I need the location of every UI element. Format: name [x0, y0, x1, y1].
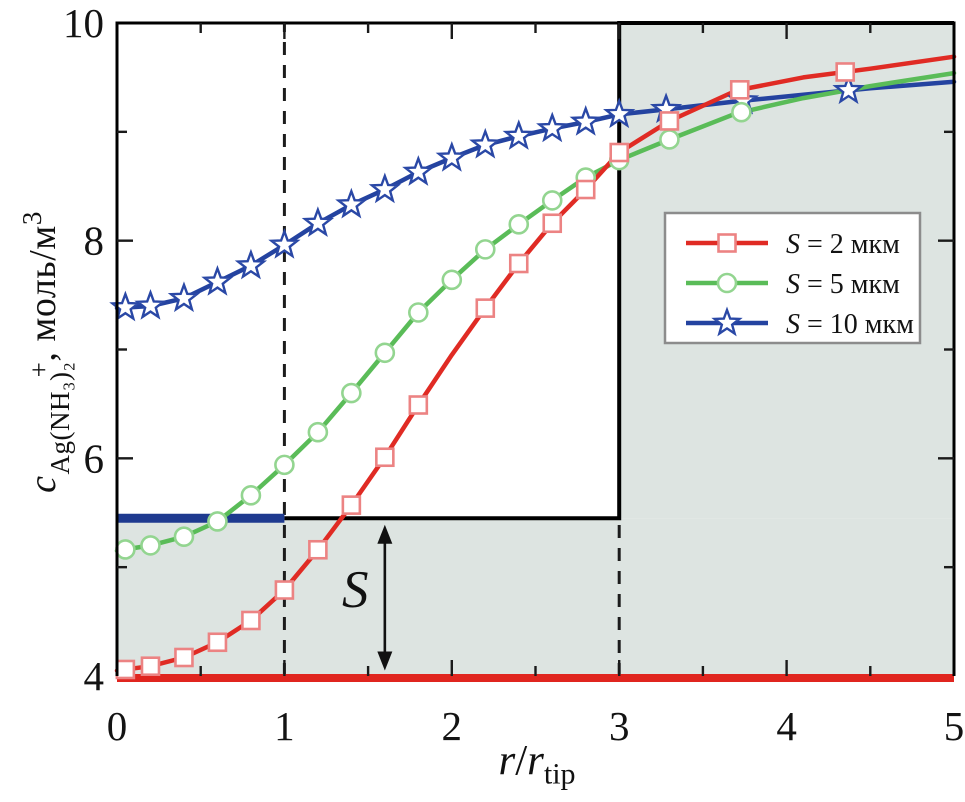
circle-marker: [173, 526, 195, 547]
legend-item-label: S = 5 мкм: [786, 269, 900, 300]
x-label-denominator: r: [527, 737, 544, 785]
s-distance-arrow: [377, 524, 393, 671]
circle-marker: [341, 382, 362, 404]
legend-star-marker: [711, 306, 743, 337]
circle-marker: [541, 190, 563, 211]
star-marker: [368, 172, 401, 204]
star-marker: [301, 206, 335, 237]
y-label-units-exponent: 3: [16, 211, 47, 226]
tick-labels: 0 1 2 3 4 5 4 6 8 10: [63, 0, 964, 749]
square-marker: [341, 495, 362, 515]
star-marker: [167, 281, 201, 313]
circle-marker: [207, 511, 228, 532]
circle-marker: [240, 485, 262, 506]
x-tick-label: 3: [609, 703, 630, 749]
star-marker: [603, 97, 636, 129]
legend-item-label: S = 2 мкм: [786, 229, 900, 260]
y-tick-label: 8: [84, 218, 105, 264]
circle-marker: [140, 535, 161, 556]
x-axis-label: r/rtip: [498, 737, 575, 792]
x-label-numerator: r: [498, 737, 516, 785]
x-label-subscript: tip: [543, 757, 576, 791]
y-tick-label: 10: [63, 0, 104, 46]
square-marker: [835, 62, 855, 82]
star-marker: [234, 248, 268, 280]
star-marker: [536, 111, 569, 143]
circle-marker: [115, 539, 136, 560]
y-label-variable: c: [21, 475, 64, 493]
square-marker: [375, 447, 395, 468]
x-tick-label: 2: [442, 703, 463, 749]
star-marker: [569, 105, 602, 136]
square-marker: [140, 656, 161, 677]
circle-marker: [731, 101, 752, 123]
square-marker: [308, 539, 328, 560]
star-marker: [832, 73, 865, 105]
y-tick-label: 6: [84, 435, 105, 481]
arrow-head-down: [377, 651, 393, 671]
legend-circle-marker: [716, 272, 738, 294]
star-marker: [335, 187, 368, 219]
circle-marker: [474, 239, 496, 260]
legend-item-label: S = 10 мкм: [786, 309, 914, 340]
star-marker: [469, 127, 502, 159]
circle-marker: [659, 129, 680, 150]
x-tick-label: 0: [107, 703, 128, 749]
square-marker: [174, 647, 194, 668]
legend-box: S = 2 мкм S = 5 мкм S = 10 мкм: [663, 211, 922, 345]
x-label-slash: /: [515, 737, 528, 785]
square-marker: [241, 610, 261, 631]
circle-marker: [374, 342, 396, 364]
y-label-subsup: + Ag(NH₃)₂: [24, 361, 75, 475]
shaded-diffusion-regions: [117, 23, 954, 676]
square-marker: [609, 142, 630, 163]
square-marker: [575, 179, 596, 200]
square-marker: [115, 659, 136, 680]
y-label-units: , моль/м: [21, 225, 64, 362]
circle-marker: [307, 421, 329, 443]
circle-marker: [408, 302, 429, 323]
circle-marker: [508, 214, 530, 235]
square-marker: [542, 213, 563, 234]
star-marker: [435, 140, 468, 172]
square-marker: [408, 395, 429, 415]
star-marker: [134, 288, 167, 320]
legend-square-marker: [717, 233, 737, 253]
circle-marker: [274, 454, 295, 476]
x-tick-label: 4: [776, 703, 797, 749]
axes-frame: [115, 21, 956, 676]
square-marker: [659, 111, 680, 131]
y-label-subscript: Ag(NH₃)₂: [44, 361, 75, 475]
series-markers: [109, 62, 865, 680]
star-marker: [201, 265, 234, 296]
circle-marker: [441, 269, 463, 291]
x-tick-label: 1: [274, 703, 295, 749]
square-marker: [729, 80, 750, 100]
x-tick-label: 5: [944, 703, 965, 749]
star-marker: [502, 119, 535, 150]
square-marker: [508, 253, 529, 274]
arrow-head-up: [377, 524, 393, 544]
star-marker: [402, 155, 435, 186]
star-marker: [268, 228, 301, 259]
square-marker: [475, 298, 496, 318]
y-tick-label: 4: [84, 653, 105, 699]
shaded-region: [117, 518, 954, 676]
square-marker: [274, 580, 295, 600]
y-axis-label: c + Ag(NH₃)₂, моль/м3: [16, 211, 75, 493]
square-marker: [207, 632, 228, 653]
s-annotation-label: S: [342, 561, 369, 619]
series-line-square: [114, 54, 957, 673]
